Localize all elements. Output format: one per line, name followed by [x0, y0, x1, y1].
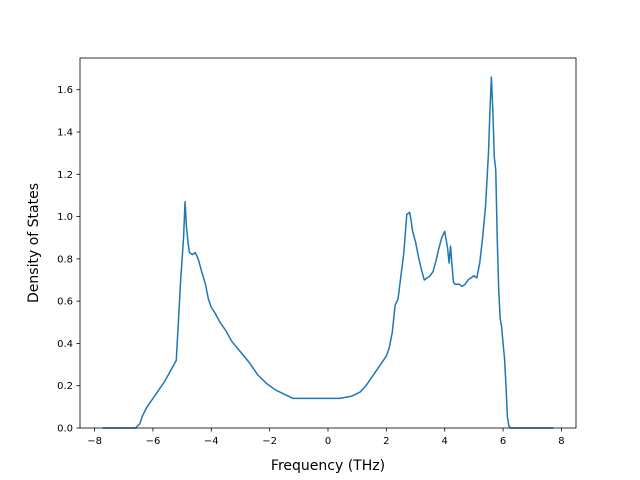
- y-tick-label: 0.2: [57, 381, 73, 392]
- y-tick-label: 0.6: [57, 297, 73, 308]
- x-tick-label: 0: [325, 436, 331, 447]
- y-tick-label: 1.4: [57, 128, 73, 139]
- y-tick-label: 0.4: [57, 339, 73, 350]
- x-tick-label: 2: [383, 436, 389, 447]
- y-tick-label: 1.0: [57, 212, 73, 223]
- y-tick-label: 0.0: [57, 424, 73, 435]
- y-tick-label: 1.2: [57, 170, 73, 181]
- y-axis-label: Density of States: [26, 183, 42, 303]
- y-axis-ticks: 0.0 0.2 0.4 0.6 0.8 1.0 1.2 1.4 1.6: [57, 85, 80, 435]
- x-tick-label: 8: [558, 436, 564, 447]
- x-tick-label: 6: [500, 436, 506, 447]
- y-tick-label: 0.8: [57, 254, 73, 265]
- y-tick-label: 1.6: [57, 85, 73, 96]
- x-tick-label: 4: [442, 436, 448, 447]
- dos-series-line: [102, 76, 554, 429]
- x-tick-label: −6: [146, 436, 161, 447]
- x-tick-label: −2: [262, 436, 277, 447]
- x-axis-ticks: −8 −6 −4 −2 0 2 4 6 8: [87, 428, 565, 447]
- x-axis-label: Frequency (THz): [271, 458, 385, 474]
- plot-area: [102, 76, 554, 429]
- x-tick-label: −4: [204, 436, 219, 447]
- x-tick-label: −8: [87, 436, 102, 447]
